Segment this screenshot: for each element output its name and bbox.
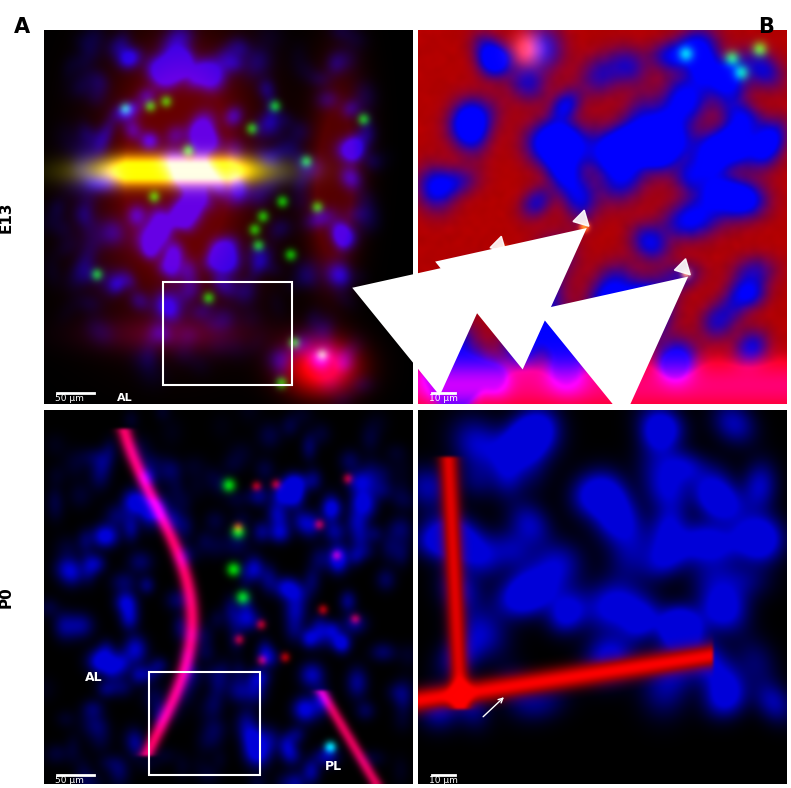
Bar <box>149 672 260 775</box>
Text: 10 µm: 10 µm <box>430 394 458 403</box>
Text: 50 µm: 50 µm <box>55 394 83 403</box>
Text: PL: PL <box>324 760 342 773</box>
Text: E13: E13 <box>0 201 13 232</box>
Polygon shape <box>490 236 506 252</box>
Text: AL: AL <box>85 671 103 684</box>
Polygon shape <box>573 210 589 226</box>
Text: 50 µm: 50 µm <box>55 776 83 785</box>
Polygon shape <box>675 258 691 275</box>
Text: AL: AL <box>117 393 133 403</box>
Bar <box>163 282 293 385</box>
Text: A: A <box>14 17 30 37</box>
Text: P0: P0 <box>0 586 13 608</box>
Text: 10 µm: 10 µm <box>430 776 458 785</box>
Text: B: B <box>758 17 774 37</box>
